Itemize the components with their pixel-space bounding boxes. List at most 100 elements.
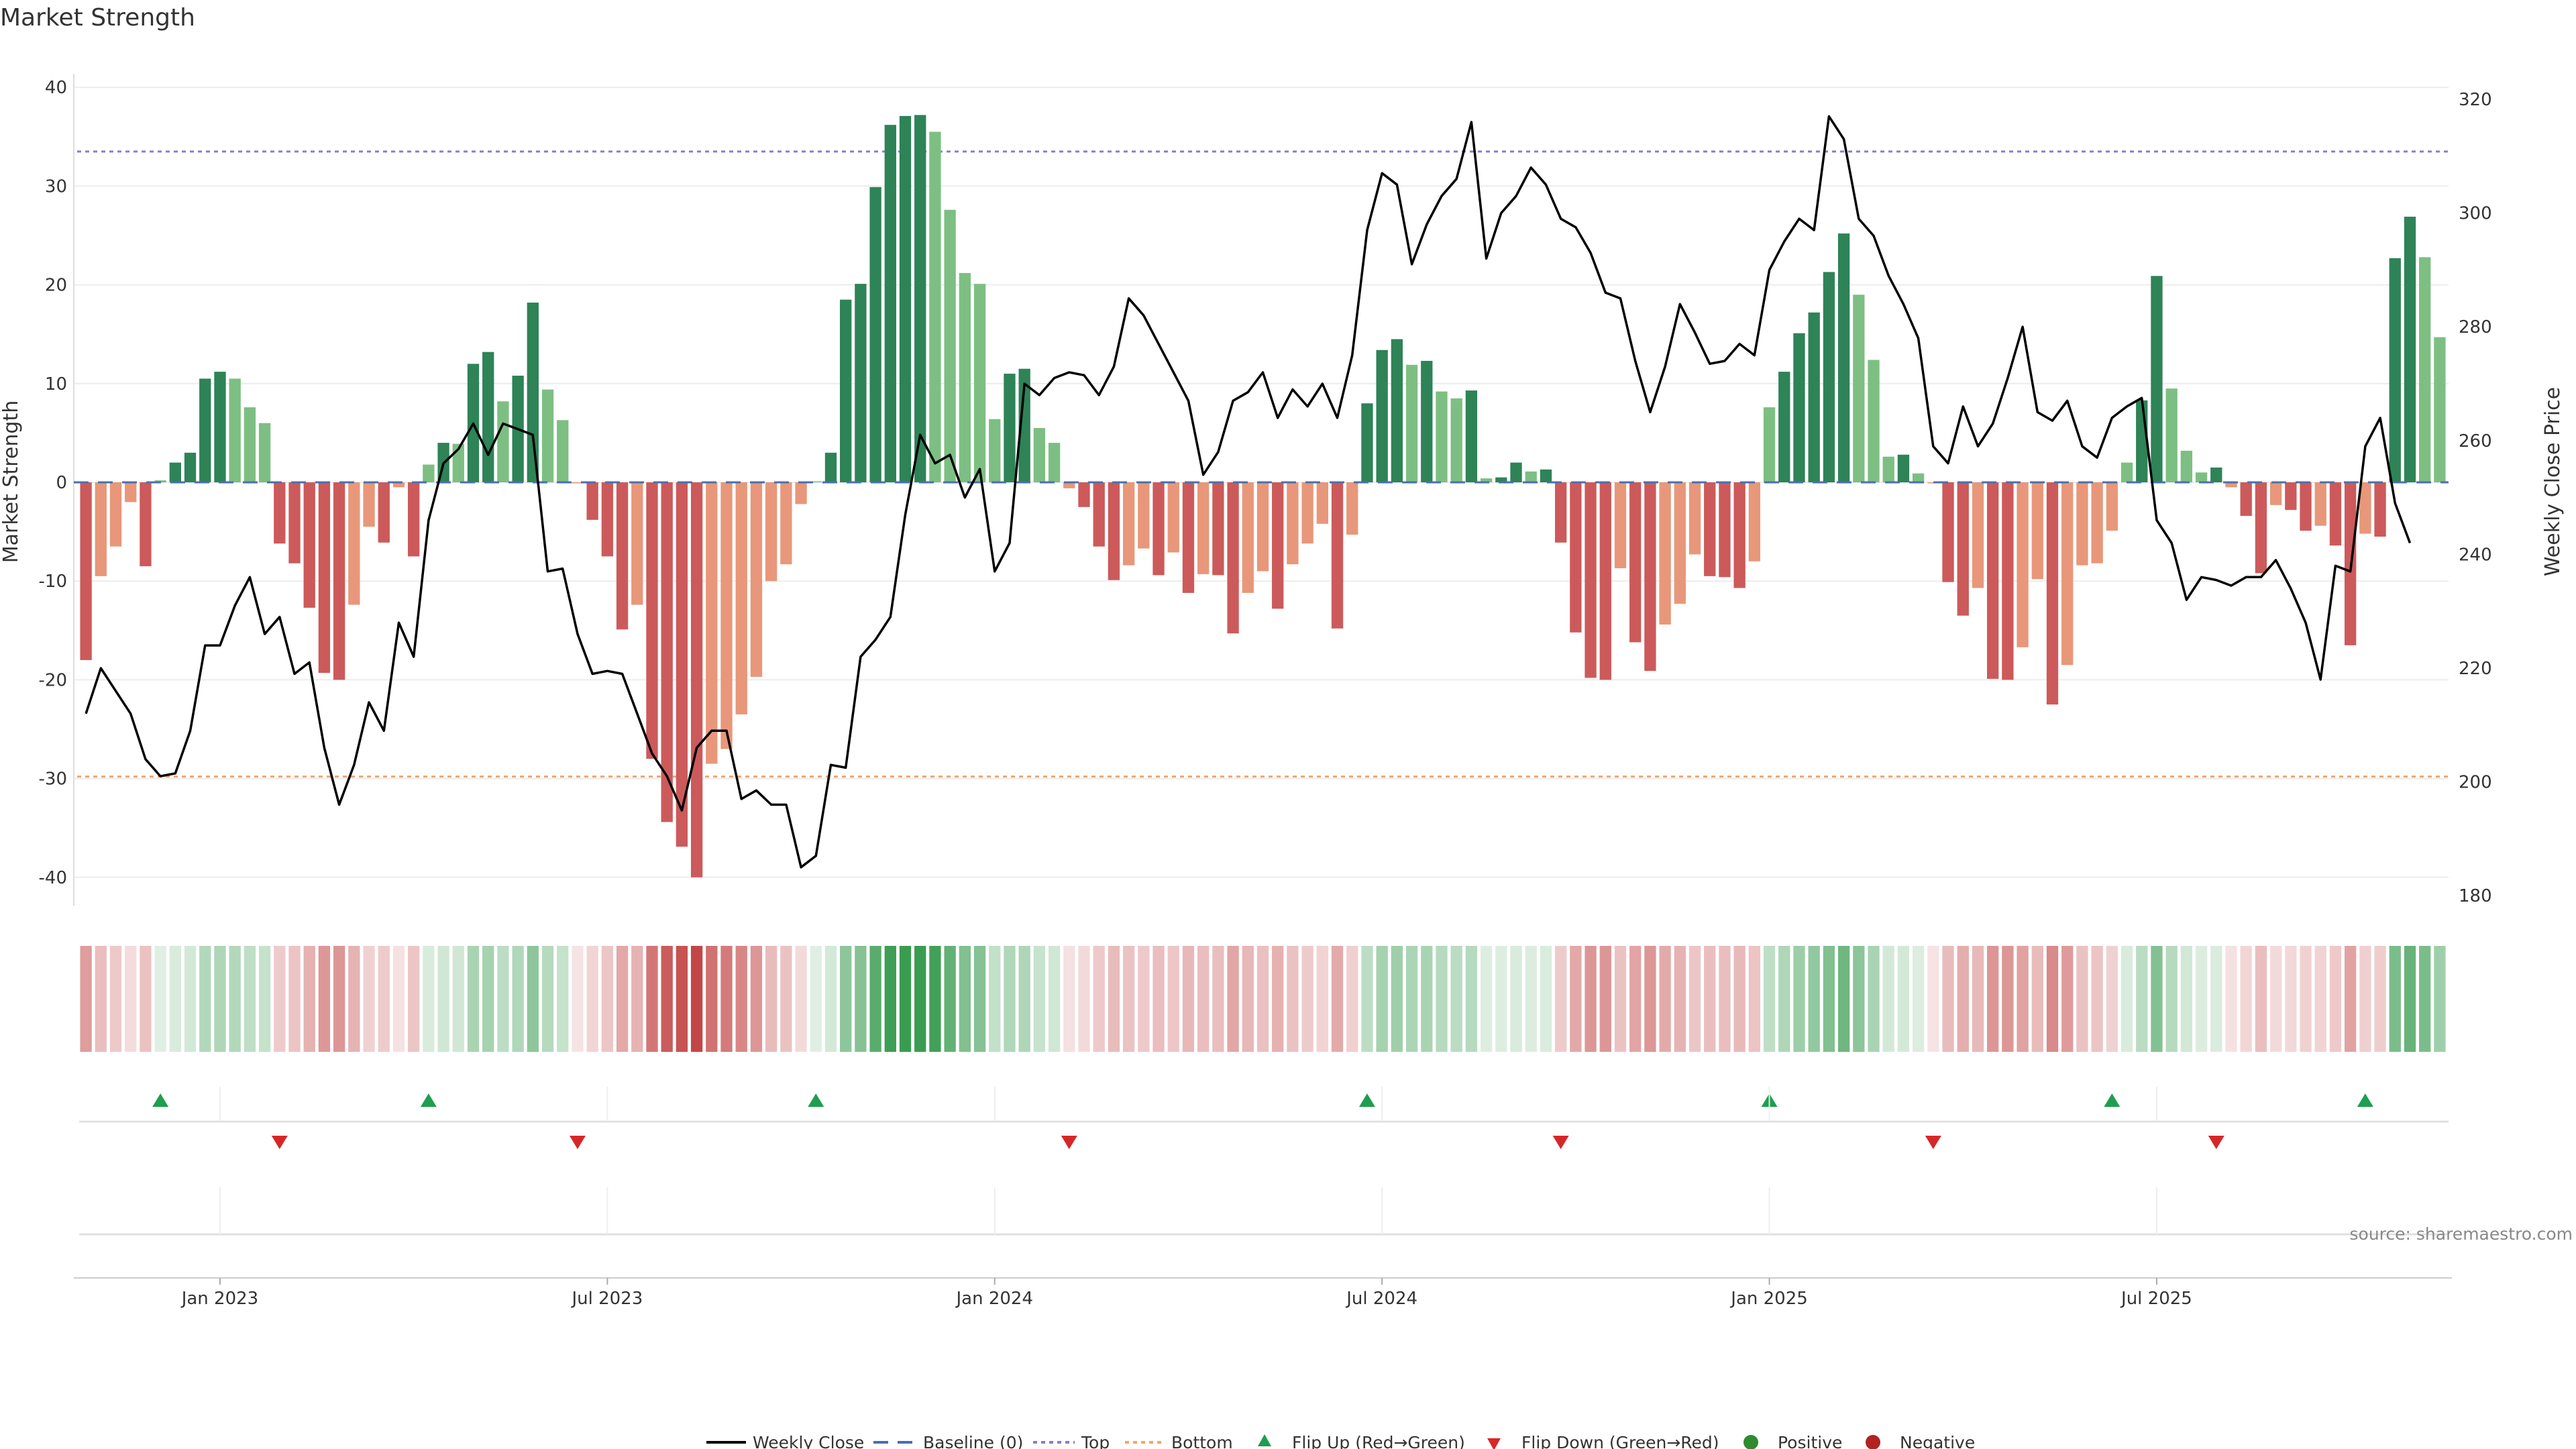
strength-bar-43 [720, 482, 733, 749]
heat-cell-26 [467, 946, 480, 1052]
heat-cell-107 [1674, 946, 1686, 1052]
heat-cell-24 [437, 946, 449, 1052]
strength-bar-104 [1629, 482, 1642, 643]
strength-bar-32 [557, 420, 569, 482]
strength-bar-135 [2091, 482, 2103, 564]
strength-bar-134 [2076, 482, 2088, 566]
strength-bar-45 [750, 482, 763, 677]
heat-cell-13 [274, 946, 286, 1052]
heat-cell-19 [363, 946, 375, 1052]
heat-cell-47 [780, 946, 792, 1052]
strength-bar-46 [765, 482, 777, 582]
heat-cell-48 [795, 946, 807, 1052]
strength-bar-56 [914, 115, 926, 482]
heat-cell-62 [1004, 946, 1016, 1052]
strength-bar-113 [1763, 407, 1776, 482]
heat-cell-133 [2061, 946, 2074, 1052]
strength-bar-48 [795, 482, 807, 504]
strength-bar-102 [1599, 482, 1611, 680]
heat-cell-20 [378, 946, 390, 1052]
strength-bar-36 [616, 482, 629, 630]
heat-cell-120 [1868, 946, 1880, 1052]
heat-cell-104 [1629, 946, 1642, 1052]
strength-bar-75 [1197, 482, 1210, 574]
heat-cell-73 [1167, 946, 1179, 1052]
source-note: source: sharemaestro.com [2350, 1224, 2573, 1244]
heat-cell-70 [1122, 946, 1135, 1052]
heat-cell-145 [2240, 946, 2252, 1052]
heat-cell-18 [348, 946, 360, 1052]
heat-cell-33 [572, 946, 584, 1052]
strength-bar-50 [824, 452, 837, 482]
strength-bar-111 [1733, 482, 1746, 588]
legend-baseline: Baseline (0) [923, 1433, 1023, 1449]
heat-cell-45 [750, 946, 763, 1052]
heat-cell-137 [2121, 946, 2133, 1052]
heat-cell-53 [869, 946, 881, 1052]
strength-bar-107 [1674, 482, 1686, 604]
y2-axis-label: Weekly Close Price [2541, 387, 2565, 576]
y-axis-label: Market Strength [0, 400, 23, 563]
strength-bar-77 [1227, 482, 1239, 634]
y-tick-label-5: 10 [45, 374, 67, 394]
heat-cell-118 [1837, 946, 1850, 1052]
x-tick-label-4: Jan 2025 [1729, 1289, 1808, 1309]
heat-cell-59 [959, 946, 971, 1052]
strength-bar-136 [2106, 482, 2118, 531]
strength-bar-0 [80, 482, 92, 660]
heat-cell-15 [303, 946, 315, 1052]
strength-bar-69 [1108, 482, 1120, 580]
flip-down-icon-3 [1552, 1136, 1569, 1149]
heat-cell-68 [1093, 946, 1105, 1052]
heat-cell-14 [288, 946, 301, 1052]
strength-bar-148 [2285, 482, 2297, 511]
strength-bar-4 [140, 482, 152, 567]
heat-cell-77 [1227, 946, 1239, 1052]
heat-cell-57 [929, 946, 941, 1052]
strength-bar-144 [2225, 482, 2237, 488]
heat-cell-153 [2359, 946, 2371, 1052]
strength-bar-51 [840, 299, 852, 482]
heat-cell-113 [1763, 946, 1776, 1052]
strength-bar-16 [318, 482, 331, 674]
heat-cell-30 [527, 946, 539, 1052]
heat-cell-125 [1942, 946, 1954, 1052]
strength-bar-55 [899, 115, 912, 482]
heat-cell-94 [1480, 946, 1493, 1052]
strength-bar-81 [1287, 482, 1299, 565]
legend-flip-down-icon [1487, 1438, 1501, 1449]
strength-bar-6 [169, 462, 182, 482]
strength-bar-128 [1987, 482, 1999, 679]
x-tick-label-3: Jul 2024 [1345, 1289, 1417, 1309]
heat-cell-142 [2195, 946, 2208, 1052]
y-tick-label-0: -40 [39, 868, 67, 888]
strength-bar-121 [1882, 456, 1894, 482]
heat-cell-139 [2151, 946, 2163, 1052]
heat-cell-66 [1063, 946, 1075, 1052]
heat-cell-112 [1748, 946, 1761, 1052]
strength-bar-143 [2210, 467, 2222, 482]
heat-cell-105 [1644, 946, 1656, 1052]
heat-cell-11 [244, 946, 256, 1052]
heat-cell-38 [646, 946, 658, 1052]
strength-bar-126 [1957, 482, 1969, 616]
strength-bar-20 [378, 482, 390, 543]
strength-bar-61 [989, 419, 1001, 482]
heat-cell-109 [1704, 946, 1716, 1052]
heat-cell-67 [1078, 946, 1090, 1052]
strength-bar-18 [348, 482, 360, 605]
heat-cell-58 [944, 946, 956, 1052]
strength-bar-116 [1808, 312, 1820, 482]
strength-bar-115 [1793, 333, 1805, 482]
strength-bar-39 [661, 482, 673, 822]
strength-bar-47 [780, 482, 792, 565]
y-tick-label-1: -30 [39, 769, 67, 790]
heat-cell-96 [1510, 946, 1522, 1052]
strength-bar-11 [244, 407, 256, 482]
strength-bar-108 [1688, 482, 1701, 555]
strength-bar-22 [408, 482, 420, 557]
heat-cell-101 [1585, 946, 1597, 1052]
y-tick-label-7: 30 [45, 176, 67, 197]
heat-cell-86 [1361, 946, 1373, 1052]
legend-positive-icon [1743, 1435, 1758, 1449]
